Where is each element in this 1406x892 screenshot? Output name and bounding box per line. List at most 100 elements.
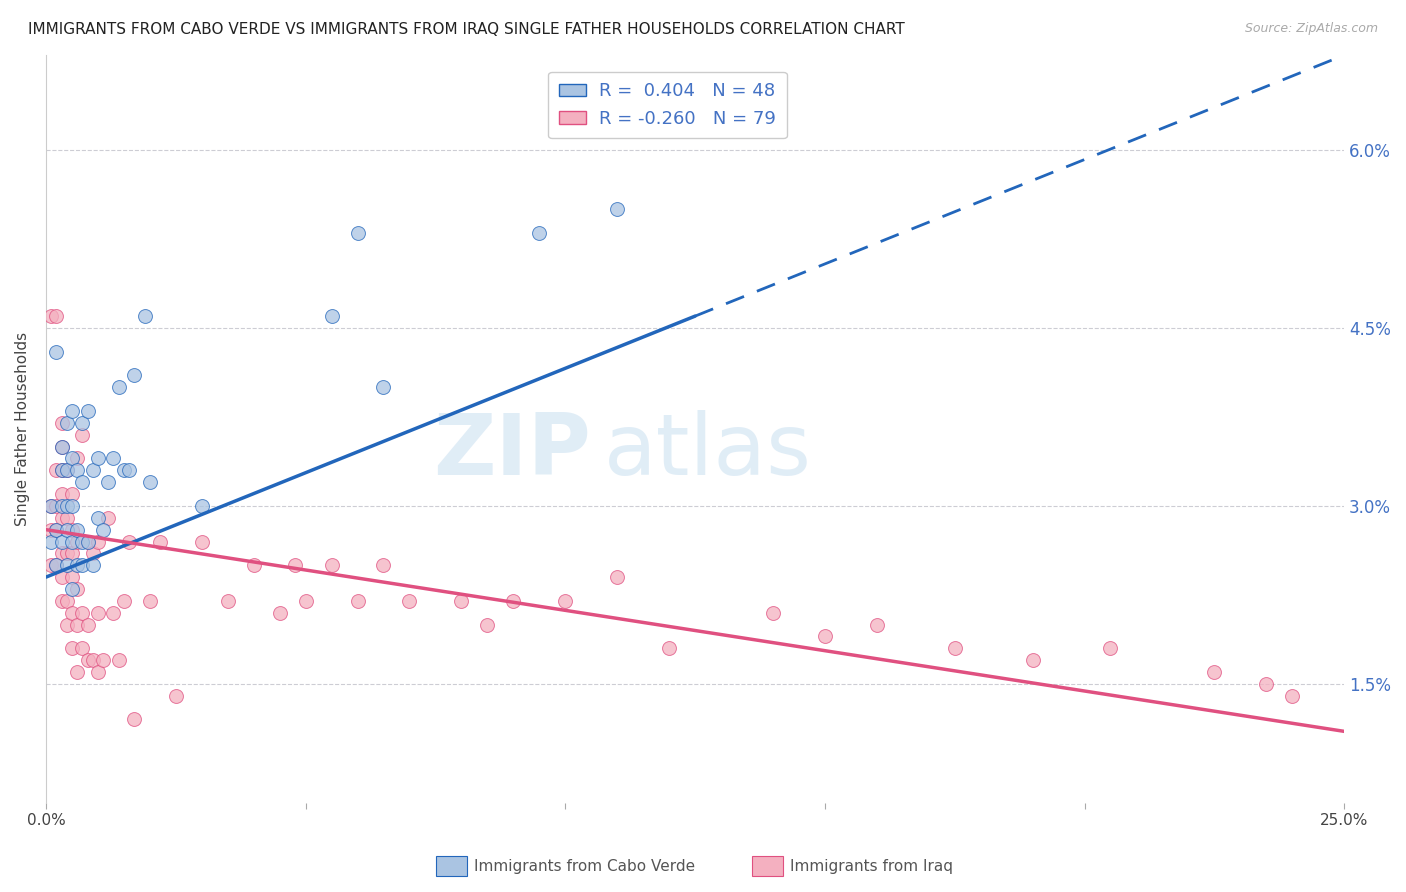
Point xyxy=(39,558,62,573)
Point xyxy=(1281,689,1303,703)
Point xyxy=(134,309,156,323)
Point xyxy=(51,463,73,477)
Point xyxy=(60,523,83,537)
Point xyxy=(66,534,89,549)
Point xyxy=(60,451,83,466)
Point xyxy=(45,558,67,573)
Point xyxy=(66,463,89,477)
Point xyxy=(60,499,83,513)
Point xyxy=(242,558,264,573)
Point xyxy=(55,523,77,537)
Y-axis label: Single Father Households: Single Father Households xyxy=(15,332,30,526)
Point xyxy=(269,606,291,620)
Point xyxy=(122,713,145,727)
Point xyxy=(72,427,94,442)
Point xyxy=(943,641,966,656)
Point xyxy=(103,451,125,466)
Point xyxy=(66,558,89,573)
Point xyxy=(72,641,94,656)
Point xyxy=(866,617,889,632)
Point xyxy=(554,594,576,608)
Point xyxy=(39,534,62,549)
Point xyxy=(149,534,172,549)
Point xyxy=(139,475,162,490)
Point xyxy=(51,416,73,430)
Point xyxy=(60,546,83,560)
Point xyxy=(284,558,307,573)
Point xyxy=(814,629,837,643)
Point xyxy=(55,510,77,524)
Text: Source: ZipAtlas.com: Source: ZipAtlas.com xyxy=(1244,22,1378,36)
Point xyxy=(118,463,141,477)
Point xyxy=(606,202,628,217)
Point xyxy=(97,475,120,490)
Point xyxy=(87,665,110,679)
Point xyxy=(82,653,104,667)
Point xyxy=(51,440,73,454)
Point xyxy=(82,463,104,477)
Point xyxy=(87,451,110,466)
Point xyxy=(39,523,62,537)
Point xyxy=(87,534,110,549)
Point xyxy=(346,594,368,608)
Point xyxy=(190,499,212,513)
Point xyxy=(139,594,162,608)
Point xyxy=(72,534,94,549)
Point xyxy=(45,558,67,573)
Point xyxy=(55,594,77,608)
Point xyxy=(66,523,89,537)
Point xyxy=(66,665,89,679)
Point xyxy=(45,523,67,537)
Point xyxy=(55,463,77,477)
Point xyxy=(87,510,110,524)
Point xyxy=(76,534,98,549)
Point xyxy=(51,463,73,477)
Point xyxy=(87,606,110,620)
Point xyxy=(190,534,212,549)
Point xyxy=(112,463,135,477)
Point xyxy=(51,534,73,549)
Point xyxy=(112,594,135,608)
Point xyxy=(1021,653,1043,667)
Point xyxy=(60,606,83,620)
Point xyxy=(60,404,83,418)
Point xyxy=(51,510,73,524)
Text: atlas: atlas xyxy=(605,409,813,492)
Point xyxy=(51,487,73,501)
Point xyxy=(55,463,77,477)
Point xyxy=(103,606,125,620)
Text: Immigrants from Cabo Verde: Immigrants from Cabo Verde xyxy=(474,859,695,873)
Point xyxy=(122,368,145,383)
Point xyxy=(107,653,129,667)
Point xyxy=(55,558,77,573)
Point xyxy=(398,594,420,608)
Point xyxy=(606,570,628,584)
Point xyxy=(373,558,395,573)
Point xyxy=(321,558,343,573)
Point xyxy=(321,309,343,323)
Point xyxy=(39,309,62,323)
Point xyxy=(55,416,77,430)
Point xyxy=(45,463,67,477)
Point xyxy=(55,546,77,560)
Point xyxy=(45,499,67,513)
Point xyxy=(502,594,524,608)
Text: Immigrants from Iraq: Immigrants from Iraq xyxy=(790,859,953,873)
Point xyxy=(45,309,67,323)
Point xyxy=(762,606,785,620)
Point xyxy=(82,558,104,573)
Point xyxy=(658,641,681,656)
Point xyxy=(76,617,98,632)
Point xyxy=(346,226,368,240)
Legend: R =  0.404   N = 48, R = -0.260   N = 79: R = 0.404 N = 48, R = -0.260 N = 79 xyxy=(548,71,786,138)
Point xyxy=(39,499,62,513)
Point xyxy=(217,594,239,608)
Point xyxy=(118,534,141,549)
Point xyxy=(107,380,129,394)
Point xyxy=(529,226,551,240)
Point xyxy=(72,558,94,573)
Point xyxy=(66,451,89,466)
Point xyxy=(39,499,62,513)
Point xyxy=(51,594,73,608)
Point xyxy=(45,344,67,359)
